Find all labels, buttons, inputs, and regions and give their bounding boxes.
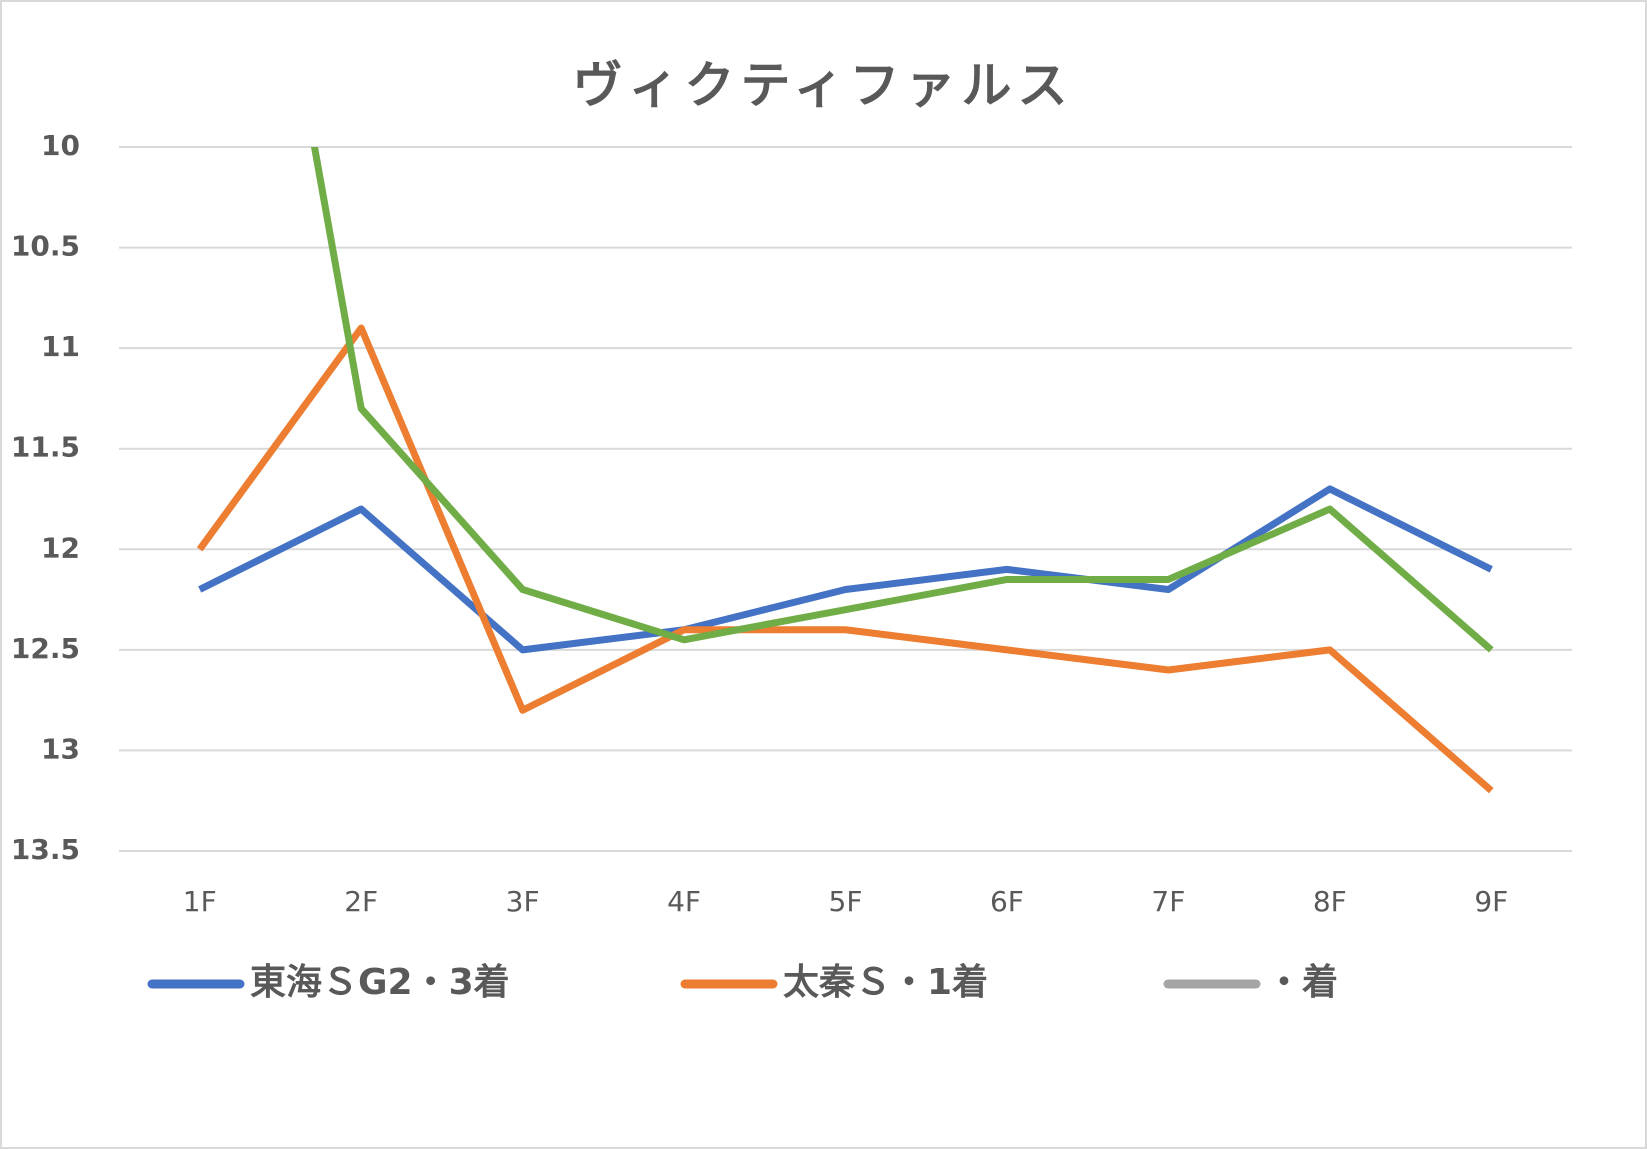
y-tick-label: 12.5 — [11, 632, 80, 665]
y-tick-label: 11.5 — [11, 431, 80, 464]
y-tick-label: 10 — [41, 129, 80, 162]
y-tick-label: 10.5 — [11, 230, 80, 263]
series-line — [198, 485, 1493, 654]
x-tick-label: 3F — [506, 885, 540, 918]
x-tick-label: 1F — [183, 885, 217, 918]
y-tick-label: 11 — [41, 330, 80, 363]
legend-label: 太秦Ｓ・1着 — [783, 962, 988, 1003]
x-tick-label: 8F — [1313, 885, 1347, 918]
chart-title: ヴィクティファルス — [573, 57, 1074, 115]
series-line — [196, 324, 1494, 794]
y-tick-label: 12 — [41, 531, 80, 564]
x-tick-label: 6F — [990, 885, 1024, 918]
x-tick-label: 7F — [1151, 885, 1185, 918]
x-tick-label: 2F — [344, 885, 378, 918]
legend-label: ・着 — [1266, 962, 1338, 1003]
series-line — [310, 147, 1494, 653]
x-tick-label: 4F — [667, 885, 701, 918]
x-tick-label: 9F — [1474, 885, 1508, 918]
legend-label: 東海ＳG2・3着 — [250, 962, 510, 1003]
y-tick-label: 13.5 — [11, 833, 80, 866]
y-tick-label: 13 — [41, 732, 80, 765]
x-tick-label: 5F — [829, 885, 863, 918]
